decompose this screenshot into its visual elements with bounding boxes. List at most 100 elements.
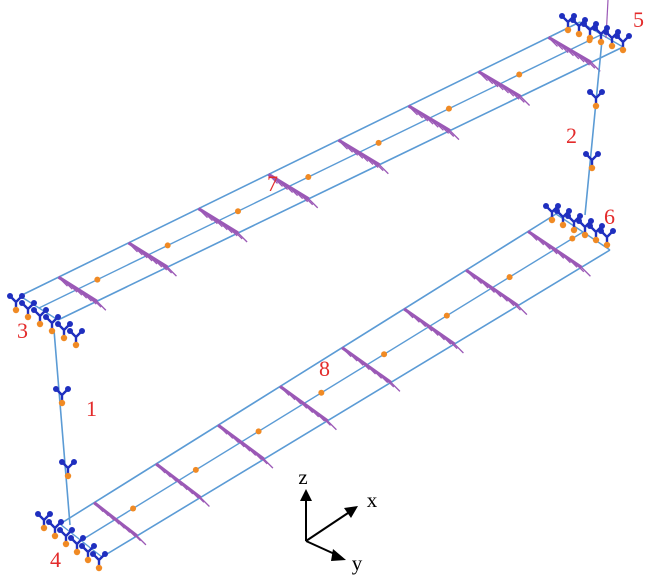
load-hatch — [517, 305, 528, 316]
support-node-4-6 — [90, 551, 108, 572]
load-hatch — [403, 308, 414, 319]
support-blue-ball — [559, 13, 565, 19]
load-hatch — [548, 36, 558, 47]
load-hatch — [435, 330, 446, 341]
support-element-1-bottom — [59, 459, 77, 480]
support-blue-ball — [595, 151, 601, 157]
load-hatch — [347, 351, 358, 362]
support-blue-ball — [7, 293, 13, 299]
load-hatch — [444, 127, 455, 137]
load-hatch — [366, 364, 376, 375]
load-hatch — [93, 502, 104, 513]
support-blue-ball — [55, 321, 61, 327]
load-hatch — [128, 242, 138, 253]
upper-load-2 — [127, 241, 177, 277]
support-orange-ball — [73, 548, 81, 556]
load-hatch — [433, 120, 444, 131]
load-hatch — [341, 347, 352, 358]
support-orange-ball — [559, 221, 567, 229]
load-hatch — [109, 514, 120, 525]
load-hatch — [558, 43, 569, 54]
support-node-3-2 — [19, 300, 37, 321]
load-hatch — [580, 55, 590, 66]
load-hatch — [131, 531, 142, 542]
support-node-6-3 — [565, 213, 583, 234]
load-hatch — [67, 282, 78, 293]
support-blue-ball — [58, 519, 64, 525]
support-node-4-5 — [79, 543, 97, 564]
load-hatch — [372, 368, 383, 379]
support-blue-ball — [79, 328, 85, 334]
load-hatch — [413, 108, 424, 119]
load-hatch — [338, 139, 348, 150]
load-hatch — [120, 522, 131, 533]
load-hatch — [509, 89, 520, 100]
support-blue-ball — [35, 511, 41, 517]
load-hatch — [540, 239, 551, 250]
load-hatch — [378, 373, 389, 384]
load-hatch — [137, 248, 148, 259]
support-orange-ball — [60, 334, 68, 342]
upper-node-point-5 — [375, 139, 382, 146]
upper-node-point-3 — [234, 208, 241, 215]
load-hatch — [553, 40, 564, 50]
support-orange-ball — [51, 532, 59, 540]
y-axis-label: y — [352, 551, 363, 575]
load-hatch — [493, 80, 504, 91]
load-hatch — [86, 294, 97, 305]
load-hatch — [580, 266, 591, 277]
load-hatch — [514, 92, 525, 103]
load-hatch — [212, 217, 223, 228]
load-hatch — [273, 177, 283, 187]
support-blue-ball — [577, 213, 583, 219]
load-hatch — [257, 454, 268, 465]
load-hatch — [348, 145, 359, 156]
load-hatch — [298, 192, 309, 203]
load-hatch — [161, 467, 172, 478]
vertical-member-2 — [584, 39, 603, 216]
upper-edge-back — [19, 21, 581, 297]
load-hatch — [98, 506, 109, 517]
support-blue-ball — [31, 307, 37, 313]
support-orange-ball — [84, 556, 92, 564]
lower-end-right — [555, 213, 611, 251]
support-blue-ball — [626, 33, 632, 39]
support-blue-ball — [570, 17, 576, 23]
load-hatch — [104, 510, 115, 521]
load-hatch — [177, 480, 188, 491]
load-hatch — [222, 223, 233, 234]
support-node-6-4 — [576, 218, 594, 239]
upper-edge-front — [57, 46, 624, 321]
support-node-5-5 — [603, 29, 621, 50]
support-blue-ball — [598, 228, 604, 234]
support-node-3-1 — [7, 293, 25, 314]
support-blue-ball — [599, 89, 605, 95]
load-hatch — [234, 437, 245, 448]
support-blue-ball — [31, 300, 37, 306]
support-orange-ball — [36, 320, 44, 328]
support-blue-ball — [91, 543, 97, 549]
load-hatch — [359, 360, 370, 371]
label-node-6: 6 — [604, 204, 615, 229]
support-node-3-6 — [67, 328, 85, 349]
load-hatch — [291, 394, 302, 405]
support-orange-ball — [564, 26, 572, 34]
load-hatch — [147, 254, 158, 265]
support-element-2-top — [587, 89, 605, 110]
support-blue-ball — [67, 321, 73, 327]
load-hatch — [574, 262, 585, 273]
load-hatch — [409, 312, 420, 323]
load-hatch — [504, 296, 515, 307]
support-orange-ball — [597, 38, 605, 46]
support-blue-ball — [588, 218, 594, 224]
x-axis-label: x — [367, 488, 378, 512]
lower-node-point-5 — [381, 351, 388, 358]
load-hatch — [152, 257, 163, 268]
load-hatch — [478, 71, 488, 82]
load-hatch — [478, 278, 489, 289]
load-hatch — [560, 253, 571, 264]
load-hatch — [183, 484, 194, 495]
support-orange-ball — [548, 216, 556, 224]
support-node-4-3 — [57, 527, 75, 548]
load-hatch — [315, 411, 326, 422]
